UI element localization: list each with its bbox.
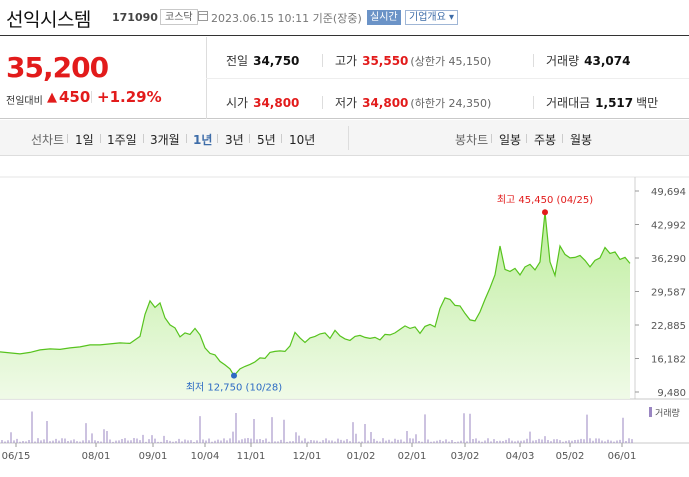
divider xyxy=(491,134,492,143)
x-tick-label: 05/02 xyxy=(556,451,585,462)
divider xyxy=(322,54,323,67)
high-value: 35,550 xyxy=(362,54,409,68)
y-tick-label: 42,992 xyxy=(651,221,686,232)
stock-header: 선익시스템 171090 코스닥 2023.06.15 10:11 기준(장중)… xyxy=(0,0,689,36)
divider xyxy=(186,134,187,143)
price-chart-svg: 49,694 42,992 36,290 29,587 22,885 16,182 9,48… xyxy=(0,176,689,462)
volume-legend-label: 거래량 xyxy=(655,407,680,419)
divider xyxy=(217,134,218,143)
volume-legend-icon xyxy=(649,407,652,417)
prev-close: 전일 34,750 xyxy=(226,52,299,69)
tab-1day[interactable]: 1일 xyxy=(75,133,94,147)
y-tick-label: 29,587 xyxy=(651,288,686,299)
trade-amount: 거래대금 1,517 백만 xyxy=(546,94,658,111)
divider xyxy=(533,54,534,67)
open-price: 시가 34,800 xyxy=(226,94,299,111)
x-tick-label: 11/01 xyxy=(237,451,266,462)
tab-3years[interactable]: 3년 xyxy=(225,133,244,147)
price-area xyxy=(0,212,630,399)
volume: 거래량 43,074 xyxy=(546,52,630,69)
prev-close-value: 34,750 xyxy=(253,54,300,68)
min-price-marker xyxy=(231,372,237,379)
volume-label: 거래량 xyxy=(546,54,580,68)
divider xyxy=(206,78,689,79)
x-tick-label: 01/02 xyxy=(347,451,376,462)
tab-monthly-candle[interactable]: 월봉 xyxy=(570,133,593,147)
max-price-annotation: 최고 45,450 (04/25) xyxy=(497,194,593,206)
amount-label: 거래대금 xyxy=(546,96,591,110)
divider xyxy=(100,134,101,143)
divider xyxy=(526,134,527,143)
tab-3months[interactable]: 3개월 xyxy=(150,133,180,147)
divider xyxy=(533,96,534,109)
divider xyxy=(249,134,250,143)
price-line xyxy=(0,212,631,377)
candle-chart-label: 봉차트 xyxy=(455,133,489,147)
y-tick-label: 16,182 xyxy=(651,355,686,366)
tab-5years[interactable]: 5년 xyxy=(257,133,276,147)
stock-name: 선익시스템 xyxy=(6,9,91,31)
compare-label: 전일대비 xyxy=(6,96,43,107)
market-badge: 코스닥 xyxy=(160,9,198,25)
current-price: 35,200 xyxy=(6,51,109,84)
line-chart-label: 선차트 xyxy=(31,133,65,147)
x-tick-label: 04/03 xyxy=(506,451,535,462)
y-tick-label: 49,694 xyxy=(651,187,686,198)
divider xyxy=(562,134,563,143)
low-label: 저가 xyxy=(335,96,358,110)
x-tick-label: 12/01 xyxy=(293,451,322,462)
upper-limit: (상한가 45,150) xyxy=(410,55,492,68)
tab-1year[interactable]: 1년 xyxy=(193,133,213,147)
prev-close-label: 전일 xyxy=(226,54,249,68)
amount-value: 1,517 xyxy=(595,96,634,110)
x-tick-label: 02/01 xyxy=(398,451,427,462)
divider xyxy=(281,134,282,143)
divider xyxy=(143,134,144,143)
divider xyxy=(348,126,349,150)
tab-daily-candle[interactable]: 일봉 xyxy=(499,133,522,147)
high-label: 고가 xyxy=(335,54,358,68)
divider xyxy=(67,134,68,143)
up-arrow-icon: ▲ xyxy=(47,90,57,105)
calendar-icon xyxy=(198,11,208,21)
open-label: 시가 xyxy=(226,96,249,110)
divider xyxy=(322,96,323,109)
y-tick-label: 36,290 xyxy=(651,254,686,265)
chart-tabs: 선차트 1일 1주일 3개월 1년 3년 5년 10년 봉차트 일봉 주봉 월봉 xyxy=(0,120,689,156)
high-price: 고가 35,550 (상한가 45,150) xyxy=(335,52,491,69)
y-tick-label: 22,885 xyxy=(651,321,686,332)
divider xyxy=(91,91,92,103)
price-chart[interactable]: 49,694 42,992 36,290 29,587 22,885 16,182 9,48… xyxy=(0,157,689,477)
open-value: 34,800 xyxy=(253,96,300,110)
realtime-button[interactable]: 실시간 xyxy=(367,10,401,25)
amount-unit: 백만 xyxy=(636,96,659,110)
lower-limit: (하한가 24,350) xyxy=(410,97,492,110)
y-tick-label: 9,480 xyxy=(657,388,686,399)
max-price-marker xyxy=(542,209,548,216)
price-change-percent: +1.29% xyxy=(97,88,162,106)
timestamp: 2023.06.15 10:11 기준(장중) xyxy=(211,12,362,25)
stock-code: 171090 xyxy=(112,11,158,24)
volume-value: 43,074 xyxy=(584,54,631,68)
low-price: 저가 34,800 (하한가 24,350) xyxy=(335,94,491,111)
low-value: 34,800 xyxy=(362,96,409,110)
company-overview-dropdown[interactable]: 기업개요 ▾ xyxy=(405,10,458,25)
tab-weekly-candle[interactable]: 주봉 xyxy=(534,133,557,147)
price-change: 450 xyxy=(59,88,91,106)
tab-10years[interactable]: 10년 xyxy=(289,133,316,147)
x-tick-label: 06/01 xyxy=(608,451,637,462)
price-summary: 35,200 전일대비 ▲ 450 +1.29% 전일 34,750 고가 35,5… xyxy=(0,37,689,119)
x-tick-label: 08/01 xyxy=(82,451,111,462)
x-tick-label: 06/15 xyxy=(2,451,31,462)
min-price-annotation: 최저 12,750 (10/28) xyxy=(186,382,282,394)
x-tick-label: 10/04 xyxy=(191,451,220,462)
x-tick-label: 09/01 xyxy=(139,451,168,462)
x-tick-label: 03/02 xyxy=(451,451,480,462)
tab-1week[interactable]: 1주일 xyxy=(107,133,137,147)
